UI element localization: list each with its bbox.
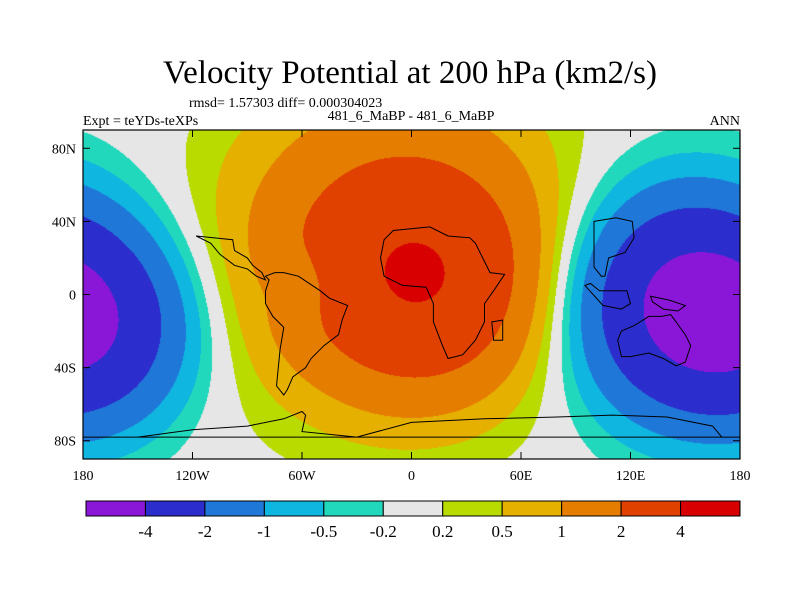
x-tick-label: 120E — [616, 469, 646, 484]
y-tick-label: 40S — [54, 362, 76, 377]
colorbar-swatch — [323, 500, 384, 517]
coast-madagascar — [491, 319, 504, 341]
colorbar-label: 1 — [557, 522, 566, 541]
colorbar-swatch — [204, 500, 265, 517]
colorbar-label: 0.2 — [432, 522, 453, 541]
colorbar-swatch — [680, 500, 741, 517]
y-axis: 80N 40N 0 40S 80S — [52, 142, 740, 450]
coastline-outlines — [83, 217, 740, 438]
coast-new-guinea — [649, 295, 687, 312]
colorbar-label: 2 — [617, 522, 626, 541]
colorbar-label: 0.5 — [492, 522, 513, 541]
colorbar-label: -0.5 — [310, 522, 337, 541]
coast-maritime — [584, 282, 632, 310]
stats-text: rmsd= 1.57303 diff= 0.000304023 — [189, 96, 382, 111]
case-label: 481_6_MaBP - 481_6_MaBP — [328, 109, 495, 124]
colorbar-label: -2 — [198, 522, 212, 541]
y-tick-label: 40N — [52, 215, 76, 230]
colorbar-label: 4 — [676, 522, 685, 541]
colorbar: -4 -2 -1 -0.5 -0.2 0.2 0.5 1 2 4 — [85, 500, 741, 541]
x-tick-label: 60W — [288, 469, 316, 484]
colorbar-swatch — [442, 500, 503, 517]
coast-australia — [617, 314, 692, 367]
coast-asia-east — [593, 217, 635, 277]
coast-africa — [379, 226, 506, 360]
coast-south-america — [264, 272, 349, 396]
chart-title: Velocity Potential at 200 hPa (km2/s) — [163, 55, 657, 91]
colorbar-swatch — [85, 500, 146, 517]
colorbar-label: -1 — [257, 522, 271, 541]
coast-antarctica — [83, 410, 740, 438]
x-tick-label: 180 — [73, 469, 94, 484]
colorbar-swatch — [263, 500, 325, 517]
x-tick-label: 180 — [730, 469, 751, 484]
y-tick-label: 80N — [52, 142, 76, 157]
colorbar-swatch — [620, 500, 682, 517]
colorbar-swatch — [561, 500, 622, 517]
y-tick-label: 0 — [69, 289, 76, 304]
x-tick-label: 0 — [408, 469, 415, 484]
colorbar-label: -0.2 — [370, 522, 397, 541]
colorbar-swatch — [144, 500, 206, 517]
colorbar-swatch — [382, 500, 444, 517]
velocity-potential-field — [83, 130, 740, 459]
y-tick-label: 80S — [54, 435, 76, 450]
x-axis: 180 120W 60W 0 60E 120E 180 — [73, 130, 751, 484]
colorbar-swatch — [501, 500, 563, 517]
coast-central-america — [195, 235, 267, 281]
experiment-label: Expt = teYDs-teXPs — [83, 114, 198, 129]
x-tick-label: 120W — [175, 469, 210, 484]
colorbar-label: -4 — [138, 522, 153, 541]
season-label: ANN — [710, 114, 740, 129]
x-tick-label: 60E — [510, 469, 533, 484]
